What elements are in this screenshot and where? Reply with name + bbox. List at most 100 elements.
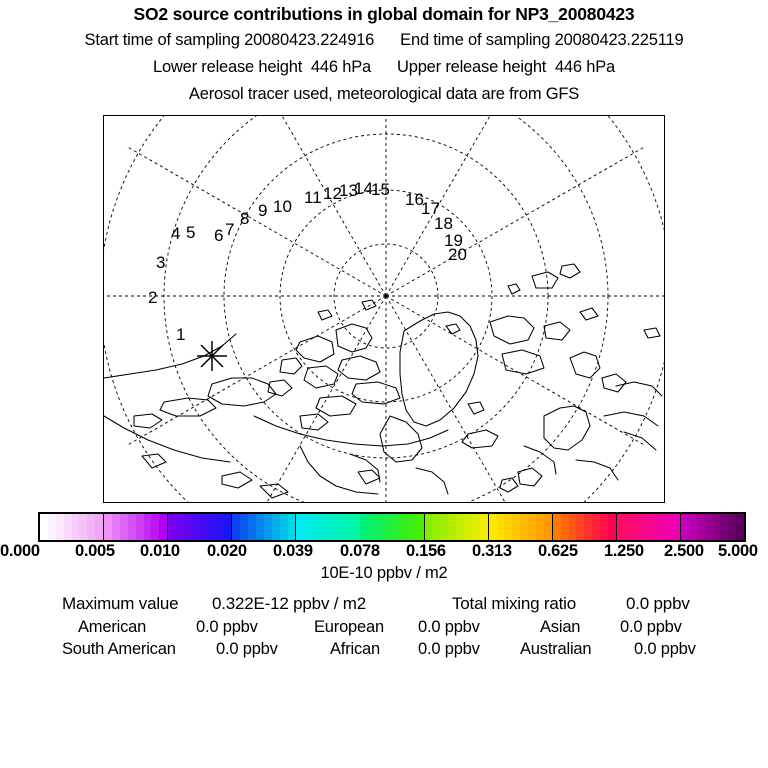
trajectory-point-13: 13: [339, 181, 358, 200]
region-label-australian: Australian: [520, 640, 592, 658]
colorbar-tick-0.020: 0.020: [207, 542, 247, 560]
colorbar-band: [552, 514, 561, 540]
colorbar-band: [616, 514, 625, 540]
colorbar-band: [191, 514, 200, 540]
colorbar-band: [568, 514, 577, 540]
colorbar-band: [728, 514, 737, 540]
colorbar-band: [407, 514, 416, 540]
end-time-label: End time of sampling 20080423.225119: [400, 31, 684, 49]
colorbar-band: [448, 514, 457, 540]
colorbar-band: [543, 514, 552, 540]
coastlines: [104, 263, 663, 499]
colorbar-band: [504, 514, 513, 540]
colorbar-band: [720, 514, 729, 540]
release-height-row: Lower release height 446 hPa Upper releas…: [0, 58, 768, 77]
colorbar-band: [584, 514, 593, 540]
colorbar-band: [71, 514, 80, 540]
colorbar-band: [232, 514, 241, 540]
colorbar-band: [576, 514, 585, 540]
stats-row-max: Maximum value 0.322E-12 ppbv / m2 Total …: [0, 594, 768, 616]
colorbar-band: [368, 514, 377, 540]
trajectory-point-16: 16: [405, 190, 424, 209]
colorbar-segment-8: [488, 514, 553, 540]
region-value-african: 0.0 ppbv: [418, 640, 480, 658]
colorbar-band: [479, 514, 488, 540]
colorbar-band: [215, 514, 224, 540]
maximum-value: 0.322E-12 ppbv / m2: [212, 594, 367, 613]
colorbar-band: [320, 514, 328, 540]
region-value-european: 0.0 ppbv: [418, 618, 480, 636]
colorbar-band: [223, 514, 232, 540]
colorbar-tick-0.156: 0.156: [406, 542, 446, 560]
colorbar-band: [424, 514, 433, 540]
trajectory-point-5: 5: [186, 223, 196, 242]
colorbar-band: [696, 514, 705, 540]
colorbar-tick-1.250: 1.250: [604, 542, 644, 560]
region-value-asian: 0.0 ppbv: [620, 618, 682, 636]
trajectory-point-3: 3: [156, 253, 166, 272]
colorbar-band: [248, 514, 256, 540]
colorbar-band: [296, 514, 305, 540]
colorbar-band: [672, 514, 680, 540]
trajectory-point-10: 10: [273, 197, 292, 216]
trajectory-point-18: 18: [434, 214, 453, 233]
colorbar-band: [624, 514, 633, 540]
colorbar-band: [199, 514, 208, 540]
colorbar-band: [488, 514, 497, 540]
colorbar-segment-2: [104, 514, 169, 540]
trajectory-point-12: 12: [323, 184, 342, 203]
colorbar-band: [63, 514, 72, 540]
colorbar-tick-0.005: 0.005: [75, 542, 115, 560]
colorbar: [38, 512, 746, 542]
colorbar-band: [159, 514, 168, 540]
colorbar-tick-0.039: 0.039: [273, 542, 313, 560]
colorbar-band: [95, 514, 104, 540]
colorbar-band: [464, 514, 472, 540]
colorbar-band: [263, 514, 272, 540]
map-panel: 1 2 3 4 5 6 7 8 9 10 11 12 13 14 15 16 1…: [103, 115, 665, 503]
colorbar-band: [415, 514, 424, 540]
region-label-asian: Asian: [540, 618, 581, 636]
trajectory-point-4: 4: [171, 224, 181, 243]
colorbar-tick-0.000: 0.000: [0, 542, 40, 560]
region-label-american: American: [78, 618, 147, 636]
colorbar-band: [55, 514, 64, 540]
colorbar-band: [600, 514, 608, 540]
colorbar-band: [360, 514, 369, 540]
trajectory-point-11: 11: [304, 188, 322, 207]
colorbar-band: [592, 514, 601, 540]
colorbar-band: [343, 514, 352, 540]
colorbar-band: [536, 514, 544, 540]
colorbar-band: [528, 514, 536, 540]
trajectory-point-2: 2: [148, 288, 158, 307]
release-site-star-marker: [197, 341, 227, 371]
colorbar-segment-7: [424, 514, 489, 540]
colorbar-band: [240, 514, 249, 540]
colorbar-band: [607, 514, 616, 540]
colorbar-band: [104, 514, 112, 540]
colorbar-band: [119, 514, 128, 540]
trajectory-point-9: 9: [258, 201, 268, 220]
colorbar-band: [271, 514, 280, 540]
colorbar-band: [712, 514, 721, 540]
colorbar-band: [664, 514, 673, 540]
colorbar-tick-0.313: 0.313: [472, 542, 512, 560]
maximum-value-label: Maximum value: [62, 594, 179, 613]
colorbar-band: [520, 514, 529, 540]
region-value-american: 0.0 ppbv: [196, 618, 258, 636]
colorbar-band: [512, 514, 521, 540]
colorbar-band: [312, 514, 321, 540]
total-mixing-ratio-label: Total mixing ratio: [452, 594, 576, 613]
colorbar-band: [135, 514, 144, 540]
colorbar-band: [648, 514, 657, 540]
region-value-australian: 0.0 ppbv: [634, 640, 696, 658]
colorbar-band: [432, 514, 441, 540]
tracer-note: Aerosol tracer used, meteorological data…: [188, 85, 580, 103]
colorbar-segment-11: [680, 514, 745, 540]
trajectory-point-19: 19: [444, 231, 463, 250]
colorbar-band: [255, 514, 264, 540]
trajectory-point-14: 14: [354, 179, 373, 198]
polar-stereographic-map: [104, 116, 664, 502]
colorbar-section: 0.000 0.005 0.010 0.020 0.039 0.078 0.156 0.313…: [0, 509, 768, 589]
